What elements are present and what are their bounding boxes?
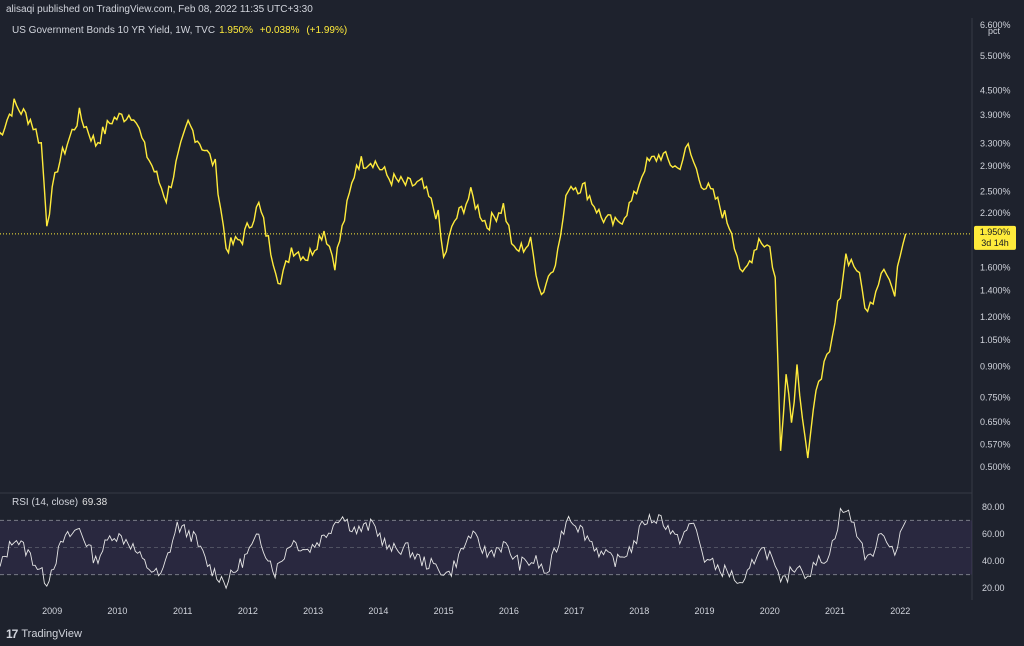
tradingview-logo[interactable]: 17 TradingView: [6, 627, 82, 641]
yield-layer: [0, 98, 907, 459]
rsi-legend[interactable]: RSI (14, close) 69.38: [12, 497, 107, 508]
price-tick-label: 5.500%: [980, 51, 1011, 61]
year-tick-label: 2015: [434, 606, 454, 616]
price-tick-label: 1.200%: [980, 312, 1011, 322]
price-tick-label: 3.900%: [980, 110, 1011, 120]
legend-change: +0.038%: [259, 25, 300, 36]
series-legend[interactable]: US Government Bonds 10 YR Yield, 1W, TVC…: [12, 25, 347, 36]
badge-price: 1.950%: [980, 227, 1011, 237]
price-tick-label: 3.300%: [980, 139, 1011, 149]
price-tick-label: 6.600%: [980, 20, 1011, 30]
time-axis[interactable]: 2009 2010 2011 2012 2013 2014 2015 2016 2017 2018…: [42, 606, 910, 616]
price-tick-label: 0.750%: [980, 393, 1011, 403]
tradingview-brand: TradingView: [21, 628, 82, 640]
price-tick-label: 0.900%: [980, 361, 1011, 371]
year-tick-label: 2017: [564, 606, 584, 616]
publish-info: alisaqi published on TradingView.com, Fe…: [6, 4, 313, 15]
legend-title: US Government Bonds 10 YR Yield, 1W, TVC: [12, 25, 216, 36]
year-tick-label: 2013: [303, 606, 323, 616]
price-tick-label: 1.600%: [980, 263, 1011, 273]
year-tick-label: 2014: [368, 606, 388, 616]
price-tick-label: 2.200%: [980, 208, 1011, 218]
legend-price: 1.950%: [219, 25, 253, 36]
year-tick-label: 2016: [499, 606, 519, 616]
rsi-series-line: [0, 507, 907, 590]
year-tick-label: 2012: [238, 606, 258, 616]
price-pane[interactable]: [0, 18, 972, 493]
rsi-label: RSI (14, close): [12, 497, 79, 508]
price-tick-label: 1.050%: [980, 335, 1011, 345]
rsi-axis[interactable]: 80.00 60.00 40.00 20.00: [982, 502, 1005, 593]
year-tick-label: 2018: [629, 606, 649, 616]
price-tick-label: 0.650%: [980, 417, 1011, 427]
yield-series-line: [0, 98, 907, 459]
price-tick-label: 4.500%: [980, 86, 1011, 96]
year-tick-label: 2009: [42, 606, 62, 616]
rsi-tick-label: 80.00: [982, 502, 1005, 512]
year-tick-label: 2019: [695, 606, 715, 616]
price-tick-label: 0.570%: [980, 440, 1011, 450]
year-tick-label: 2022: [890, 606, 910, 616]
price-tick-label: 0.500%: [980, 462, 1011, 472]
year-tick-label: 2020: [760, 606, 780, 616]
rsi-tick-label: 60.00: [982, 529, 1005, 539]
rsi-layer: [0, 507, 907, 590]
legend-change-pct: (+1.99%): [306, 25, 348, 36]
price-axis[interactable]: 6.600% 5.500% 4.500% 3.900% 3.300% 2.900% 2.50…: [980, 20, 1011, 472]
rsi-tick-label: 40.00: [982, 556, 1005, 566]
price-axis-unit: pct: [988, 26, 1001, 36]
rsi-value: 69.38: [82, 497, 108, 508]
price-tick-label: 2.900%: [980, 161, 1011, 171]
year-tick-label: 2011: [173, 606, 192, 616]
tradingview-logo-icon: 17: [6, 627, 18, 641]
badge-countdown: 3d 14h: [981, 238, 1009, 248]
year-tick-label: 2010: [107, 606, 127, 616]
rsi-tick-label: 20.00: [982, 583, 1005, 593]
price-tick-label: 1.400%: [980, 286, 1011, 296]
price-tick-label: 2.500%: [980, 186, 1011, 196]
price-badge: 1.950% 3d 14h: [974, 225, 1016, 250]
year-tick-label: 2021: [825, 606, 845, 616]
